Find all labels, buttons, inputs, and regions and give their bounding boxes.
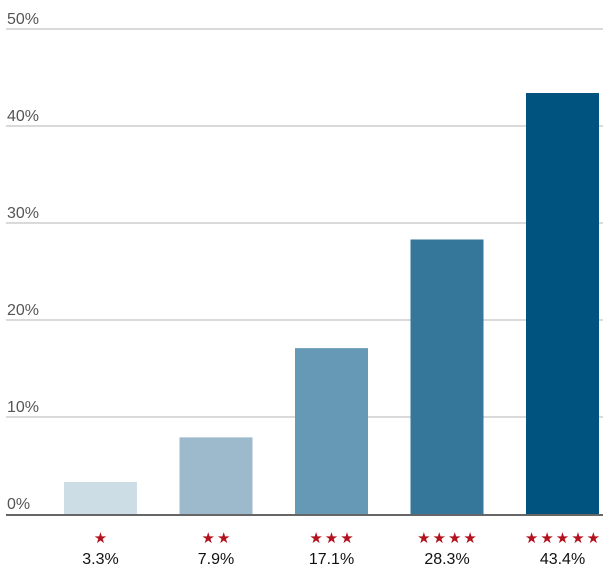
y-tick-label: 10%: [7, 399, 39, 416]
category-labels: ★ ★★ ★★★ ★★★★ ★★★★★: [94, 529, 602, 547]
y-tick-label: 50%: [7, 11, 39, 28]
value-label: 28.3%: [424, 551, 469, 567]
bar: [64, 481, 137, 514]
bar: [295, 348, 368, 514]
y-axis-tick-labels: 0% 10% 20% 30% 40% 50%: [7, 11, 39, 513]
value-label: 7.9%: [198, 551, 234, 567]
category-star-label: ★: [94, 529, 109, 547]
category-star-label: ★★★: [309, 529, 355, 547]
category-star-label: ★★: [202, 529, 233, 547]
value-label: 43.4%: [540, 551, 585, 567]
value-label: 17.1%: [309, 551, 354, 567]
bars: [64, 93, 599, 515]
value-labels: 3.3% 7.9% 17.1% 28.3% 43.4%: [82, 551, 585, 567]
y-tick-label: 40%: [7, 108, 39, 125]
gridlines: [6, 28, 603, 418]
category-star-label: ★★★★: [417, 529, 479, 547]
value-label: 3.3%: [82, 551, 118, 567]
bar: [179, 437, 253, 514]
category-star-label: ★★★★★: [525, 529, 602, 547]
y-tick-label: 20%: [7, 302, 39, 319]
bar: [526, 93, 599, 515]
bar: [410, 239, 484, 515]
y-tick-label: 0%: [7, 496, 30, 513]
y-tick-label: 30%: [7, 205, 39, 222]
